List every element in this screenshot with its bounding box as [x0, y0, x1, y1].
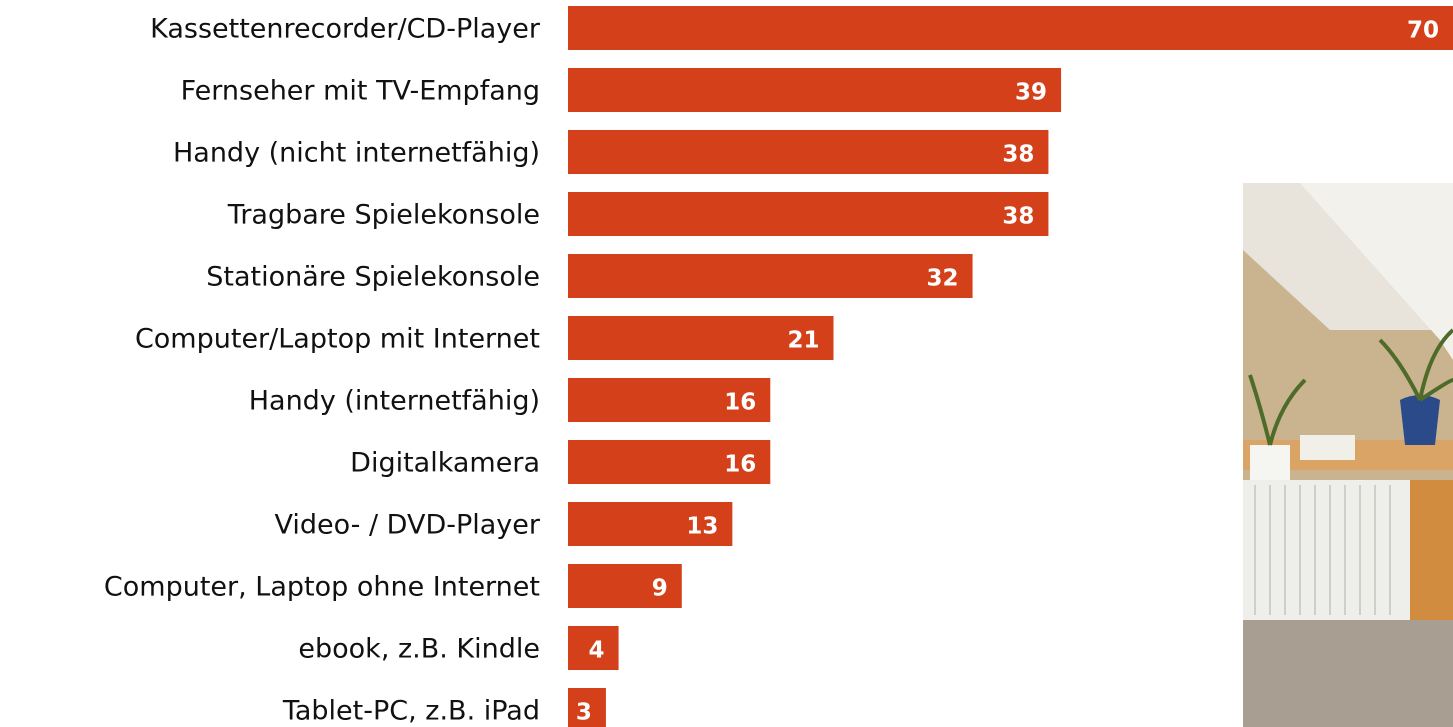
category-label: Fernseher mit TV-Empfang — [181, 76, 540, 107]
value-label: 70 — [1407, 18, 1439, 44]
bar — [568, 68, 1061, 112]
bar — [568, 254, 973, 298]
page: Kassettenrecorder/CD-Player 70 Fernseher m… — [0, 0, 1453, 727]
category-label: ebook, z.B. Kindle — [298, 634, 540, 665]
category-label: Computer/Laptop mit Internet — [135, 324, 540, 355]
category-label: Computer, Laptop ohne Internet — [104, 572, 540, 603]
category-label: Digitalkamera — [350, 448, 540, 479]
value-label: 13 — [686, 514, 718, 540]
value-label: 9 — [652, 576, 668, 602]
bar — [568, 130, 1048, 174]
value-label: 3 — [576, 700, 592, 726]
value-label: 16 — [724, 390, 756, 416]
photo — [1243, 183, 1453, 727]
value-label: 39 — [1015, 80, 1047, 106]
category-label: Handy (nicht internetfähig) — [173, 138, 540, 169]
category-label: Tablet-PC, z.B. iPad — [282, 696, 540, 727]
value-label: 21 — [787, 328, 819, 354]
category-label: Handy (internetfähig) — [249, 386, 540, 417]
value-label: 4 — [589, 638, 605, 664]
bar — [568, 192, 1048, 236]
category-label: Video- / DVD-Player — [275, 510, 541, 541]
category-label: Stationäre Spielekonsole — [206, 262, 540, 293]
value-label: 16 — [724, 452, 756, 478]
category-label: Kassettenrecorder/CD-Player — [150, 14, 541, 45]
category-label: Tragbare Spielekonsole — [227, 200, 540, 231]
value-label: 38 — [1002, 204, 1034, 230]
value-label: 32 — [927, 266, 959, 292]
value-label: 38 — [1002, 142, 1034, 168]
chart: Kassettenrecorder/CD-Player 70 Fernseher m… — [0, 0, 1453, 727]
bar — [568, 6, 1453, 50]
